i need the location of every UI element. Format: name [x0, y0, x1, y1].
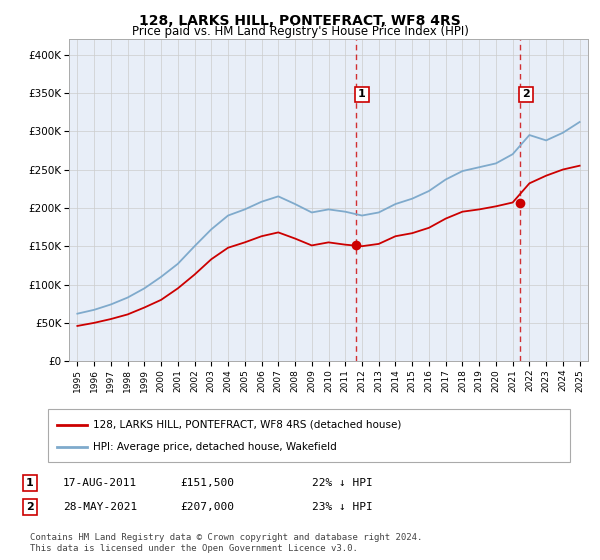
Text: 2: 2 [522, 90, 530, 100]
Text: £151,500: £151,500 [180, 478, 234, 488]
Text: 28-MAY-2021: 28-MAY-2021 [63, 502, 137, 512]
Text: 1: 1 [358, 90, 366, 100]
Text: £207,000: £207,000 [180, 502, 234, 512]
Text: HPI: Average price, detached house, Wakefield: HPI: Average price, detached house, Wake… [93, 442, 337, 452]
Text: 22% ↓ HPI: 22% ↓ HPI [312, 478, 373, 488]
Text: 2: 2 [26, 502, 34, 512]
Text: 17-AUG-2011: 17-AUG-2011 [63, 478, 137, 488]
Text: Price paid vs. HM Land Registry's House Price Index (HPI): Price paid vs. HM Land Registry's House … [131, 25, 469, 38]
Text: 128, LARKS HILL, PONTEFRACT, WF8 4RS (detached house): 128, LARKS HILL, PONTEFRACT, WF8 4RS (de… [93, 420, 401, 430]
Text: 23% ↓ HPI: 23% ↓ HPI [312, 502, 373, 512]
Text: 128, LARKS HILL, PONTEFRACT, WF8 4RS: 128, LARKS HILL, PONTEFRACT, WF8 4RS [139, 14, 461, 28]
Text: 1: 1 [26, 478, 34, 488]
Text: Contains HM Land Registry data © Crown copyright and database right 2024.
This d: Contains HM Land Registry data © Crown c… [30, 533, 422, 553]
